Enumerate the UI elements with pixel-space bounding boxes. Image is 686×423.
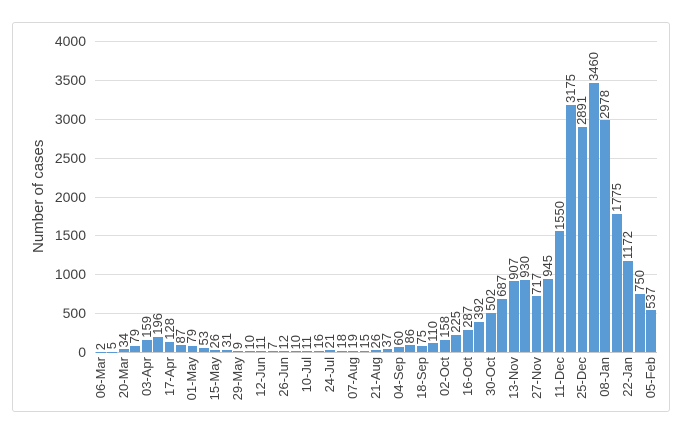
y-axis-tick-label: 3000 [54, 110, 86, 127]
x-axis-tick-label: 04-Sep [390, 357, 406, 399]
bar [256, 351, 267, 352]
x-axis-tick-label: 10-Jul [299, 357, 315, 393]
bar [199, 347, 209, 352]
x-axis-tick-label: 30-Oct [482, 357, 498, 397]
bar-value-label: 1550 [551, 200, 567, 230]
x-axis-tick-label: 29-May [230, 357, 246, 401]
x-axis-tick-label: 13-Nov [505, 357, 521, 399]
x-axis-tick-label: 01-May [184, 357, 200, 401]
bar [462, 329, 473, 352]
bar [176, 345, 186, 352]
x-axis-tick-label: 22-Jan [620, 357, 636, 397]
x-axis-tick-label: 20-Mar [115, 357, 131, 399]
x-axis-tick-label: 08-Jan [597, 357, 613, 397]
bar [118, 349, 129, 352]
gridline [95, 313, 657, 315]
x-axis-line [95, 352, 657, 353]
x-axis-tick-label: 15-May [207, 357, 223, 401]
x-axis-tick-label: 12-Jun [253, 357, 269, 397]
bar-value-label: 945 [540, 254, 556, 277]
bar [611, 213, 622, 352]
bar [577, 127, 588, 352]
gridline [95, 79, 657, 81]
gridline [95, 157, 657, 159]
y-axis-tick-label: 0 [78, 344, 86, 360]
bar [382, 349, 393, 352]
x-axis-tick-label: 16-Oct [459, 357, 475, 397]
bar [153, 336, 163, 352]
y-axis-tick-label: 2500 [54, 149, 86, 166]
bar [600, 120, 611, 352]
x-axis-tick-label: 24-Jul [322, 357, 338, 393]
x-axis-tick-label: 27-Nov [528, 357, 544, 399]
bar [394, 347, 404, 352]
x-axis-tick-label: 07-Aug [345, 357, 361, 399]
y-axis-tick-label: 1500 [54, 227, 86, 244]
bar [244, 351, 255, 352]
bar-value-label: 2978 [597, 89, 613, 119]
bar-value-label: 1775 [608, 183, 624, 212]
bar [141, 339, 152, 352]
bar [290, 351, 301, 352]
bar [210, 349, 221, 352]
bar [634, 293, 645, 352]
bar [497, 298, 508, 352]
bar [428, 343, 439, 352]
bar-value-label: 3460 [585, 52, 601, 81]
bar [187, 345, 198, 352]
bar-value-label: 1172 [620, 230, 636, 259]
bar [405, 345, 416, 352]
bar [588, 82, 599, 352]
bar [554, 231, 565, 352]
bar [348, 350, 358, 352]
gridline [95, 274, 657, 276]
y-axis-tick-label: 2000 [54, 188, 86, 205]
bar [233, 351, 244, 352]
x-axis-tick-label: 25-Dec [574, 357, 590, 399]
bar [416, 346, 427, 352]
x-axis-tick-label: 21-Aug [368, 357, 383, 399]
bar [474, 321, 485, 352]
bar [439, 339, 450, 352]
bar [313, 350, 324, 352]
y-axis-tick-label: 3500 [54, 71, 86, 88]
bar [371, 349, 381, 352]
bar [130, 345, 141, 352]
x-axis-tick-label: 06-Mar [92, 357, 108, 399]
x-axis-tick-label: 17-Apr [161, 357, 177, 397]
x-axis-tick-label: 05-Feb [643, 357, 659, 399]
x-axis-tick-label: 11-Dec [551, 357, 567, 398]
gridline [95, 41, 657, 42]
y-axis-tick-label: 4000 [54, 33, 86, 49]
bar [623, 260, 634, 352]
bar [520, 279, 531, 352]
y-axis-tick-label: 1000 [54, 266, 86, 283]
gridline [95, 196, 657, 198]
bar [336, 350, 347, 352]
bar [485, 312, 496, 352]
x-axis-tick-label: 26-Jun [276, 357, 292, 397]
bar [646, 310, 657, 352]
bar [531, 296, 542, 352]
bar [267, 351, 278, 352]
bar [543, 278, 553, 352]
bar [566, 105, 576, 352]
bar [302, 351, 313, 352]
bar [164, 342, 175, 352]
bar [279, 351, 290, 352]
x-axis-tick-label: 02-Oct [436, 357, 452, 397]
bar [508, 281, 519, 352]
bar-value-label: 537 [643, 286, 659, 309]
bar [359, 350, 370, 352]
x-axis-tick-label: 03-Apr [138, 357, 154, 397]
bar [221, 349, 232, 352]
bar-value-label: 2891 [574, 96, 590, 126]
gridline [95, 235, 657, 237]
x-axis-tick-label: 18-Sep [413, 357, 429, 399]
gridline [95, 118, 657, 120]
bar [325, 350, 336, 352]
y-axis-tick-label: 500 [62, 305, 86, 322]
bar [451, 334, 462, 352]
